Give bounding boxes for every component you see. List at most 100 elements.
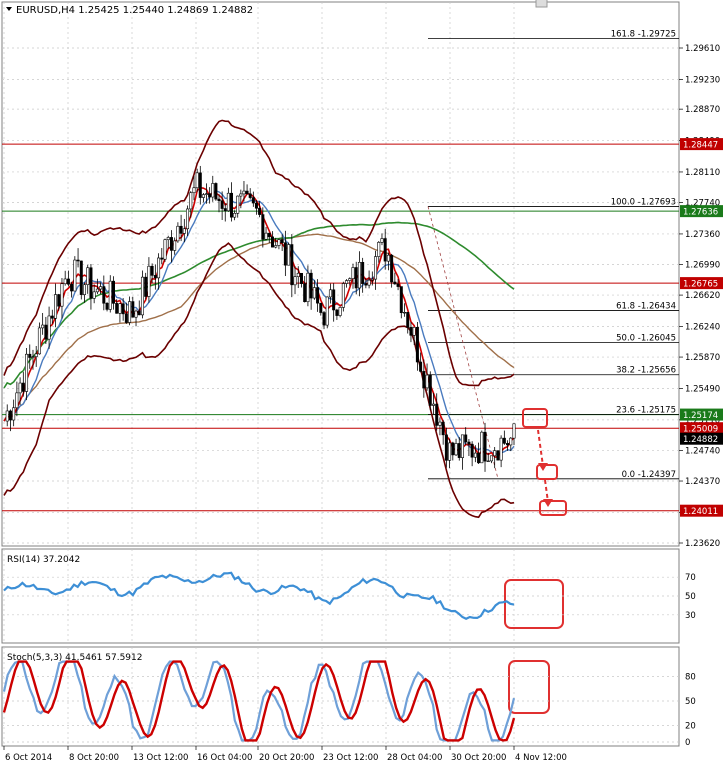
indicator-tick-label: 30	[685, 611, 696, 621]
candle-body	[419, 361, 423, 372]
candle-body	[28, 353, 32, 358]
candle-body	[454, 443, 458, 456]
candle-body	[477, 452, 481, 464]
price-tick-label: 1.25870	[685, 353, 720, 363]
candle-body	[86, 267, 90, 285]
candle-body	[374, 256, 378, 280]
price-label: 1.27636	[683, 208, 718, 218]
moving-average-brown	[3, 233, 515, 422]
price-label-box	[680, 422, 723, 435]
indicator-main-line	[3, 571, 515, 621]
candle-body	[345, 280, 349, 284]
symbol-info: EURUSD,H4 1.25425 1.25440 1.24869 1.2488…	[16, 5, 253, 16]
candle-body	[299, 272, 303, 284]
fibonacci-label: 61.8 -1.26434	[616, 301, 676, 311]
candle-body	[179, 225, 183, 234]
price-tick-label: 1.27740	[685, 199, 720, 209]
candle-body	[192, 187, 196, 194]
candle-body	[169, 237, 173, 251]
indicator-tick-label: 20	[685, 722, 696, 732]
candle-body	[431, 403, 435, 406]
candle-body	[186, 208, 190, 230]
candle-body	[102, 286, 106, 304]
annotation-box	[522, 408, 548, 428]
candle-body	[470, 443, 474, 458]
candle-body	[153, 275, 157, 279]
candle-body	[280, 239, 284, 244]
candle-body	[502, 437, 506, 444]
candle-body	[341, 283, 345, 308]
time-tick-label: 30 Oct 20:00	[451, 753, 506, 763]
rsi-indicator: 70 50 30	[2, 571, 696, 621]
candle-body	[351, 267, 355, 279]
close-icon[interactable]	[535, 0, 548, 8]
indicator-tick-label: 50	[685, 697, 696, 707]
candle-body	[54, 294, 58, 319]
time-tick-label: 8 Oct 20:00	[69, 753, 119, 763]
price-label-box	[680, 504, 723, 517]
candle-body	[47, 315, 51, 340]
price-axis: 1.296101.292301.288701.284901.281101.277…	[679, 44, 723, 549]
candle-body	[274, 245, 278, 248]
candle-body	[108, 280, 112, 310]
candle-body	[220, 200, 224, 209]
candle-body	[409, 327, 413, 336]
candle-body	[63, 278, 67, 285]
candle-body	[251, 197, 255, 204]
candle-body	[79, 260, 83, 295]
price-label-box	[680, 277, 723, 290]
candle-body	[73, 259, 77, 292]
candle-body	[483, 431, 487, 462]
indicator-tick-label: 80	[685, 672, 696, 682]
candle-body	[422, 371, 426, 389]
candle-body	[473, 452, 477, 458]
candle-body	[157, 257, 161, 279]
candle-body	[467, 441, 471, 445]
annotation-arrow	[544, 479, 549, 503]
candle-body	[134, 310, 138, 318]
candle-body	[83, 284, 87, 295]
candle-body	[309, 272, 313, 299]
price-series	[3, 119, 515, 519]
candle-body	[380, 238, 384, 243]
price-tick-label: 1.27360	[685, 230, 720, 240]
close-indicator-button[interactable]	[535, 0, 548, 8]
candle-body	[348, 278, 352, 281]
candle-body	[460, 434, 464, 458]
dropdown-arrow-icon[interactable]	[6, 7, 12, 11]
time-tick-label: 6 Oct 2014	[5, 753, 52, 763]
indicator-tick-label: 0	[685, 738, 690, 748]
candle-body	[226, 192, 230, 212]
indicator-tick-label: 50	[685, 592, 696, 602]
price-tick-label: 1.23620	[685, 539, 720, 549]
candle-body	[118, 303, 122, 314]
candle-body	[435, 403, 439, 426]
price-label-box	[680, 432, 723, 445]
candle-body	[367, 279, 371, 286]
candle-body	[312, 287, 316, 299]
price-tick-label: 1.29610	[685, 44, 720, 54]
candle-body	[357, 262, 361, 289]
candle-body	[147, 265, 151, 297]
candle-body	[425, 374, 429, 389]
candle-body	[105, 302, 109, 310]
annotation-box	[504, 579, 564, 629]
candle-body	[383, 238, 387, 262]
price-label: 1.24011	[683, 507, 718, 517]
candle-body	[486, 460, 490, 463]
candle-body	[31, 356, 35, 358]
candle-body	[399, 286, 403, 314]
time-axis: 6 Oct 2014 8 Oct 20:00 13 Oct 12:00 16 Oct …	[3, 746, 567, 763]
annotation-box	[539, 500, 567, 516]
price-tick-label: 1.24740	[685, 446, 720, 456]
price-tick-label: 1.28110	[685, 168, 720, 178]
candle-body	[182, 228, 186, 234]
candle-body	[70, 283, 74, 292]
candle-body	[229, 192, 233, 218]
candle-body	[441, 421, 445, 436]
price-label-box	[680, 205, 723, 218]
candle-body	[66, 278, 70, 285]
candle-body	[18, 382, 22, 394]
candle-body	[287, 244, 291, 266]
